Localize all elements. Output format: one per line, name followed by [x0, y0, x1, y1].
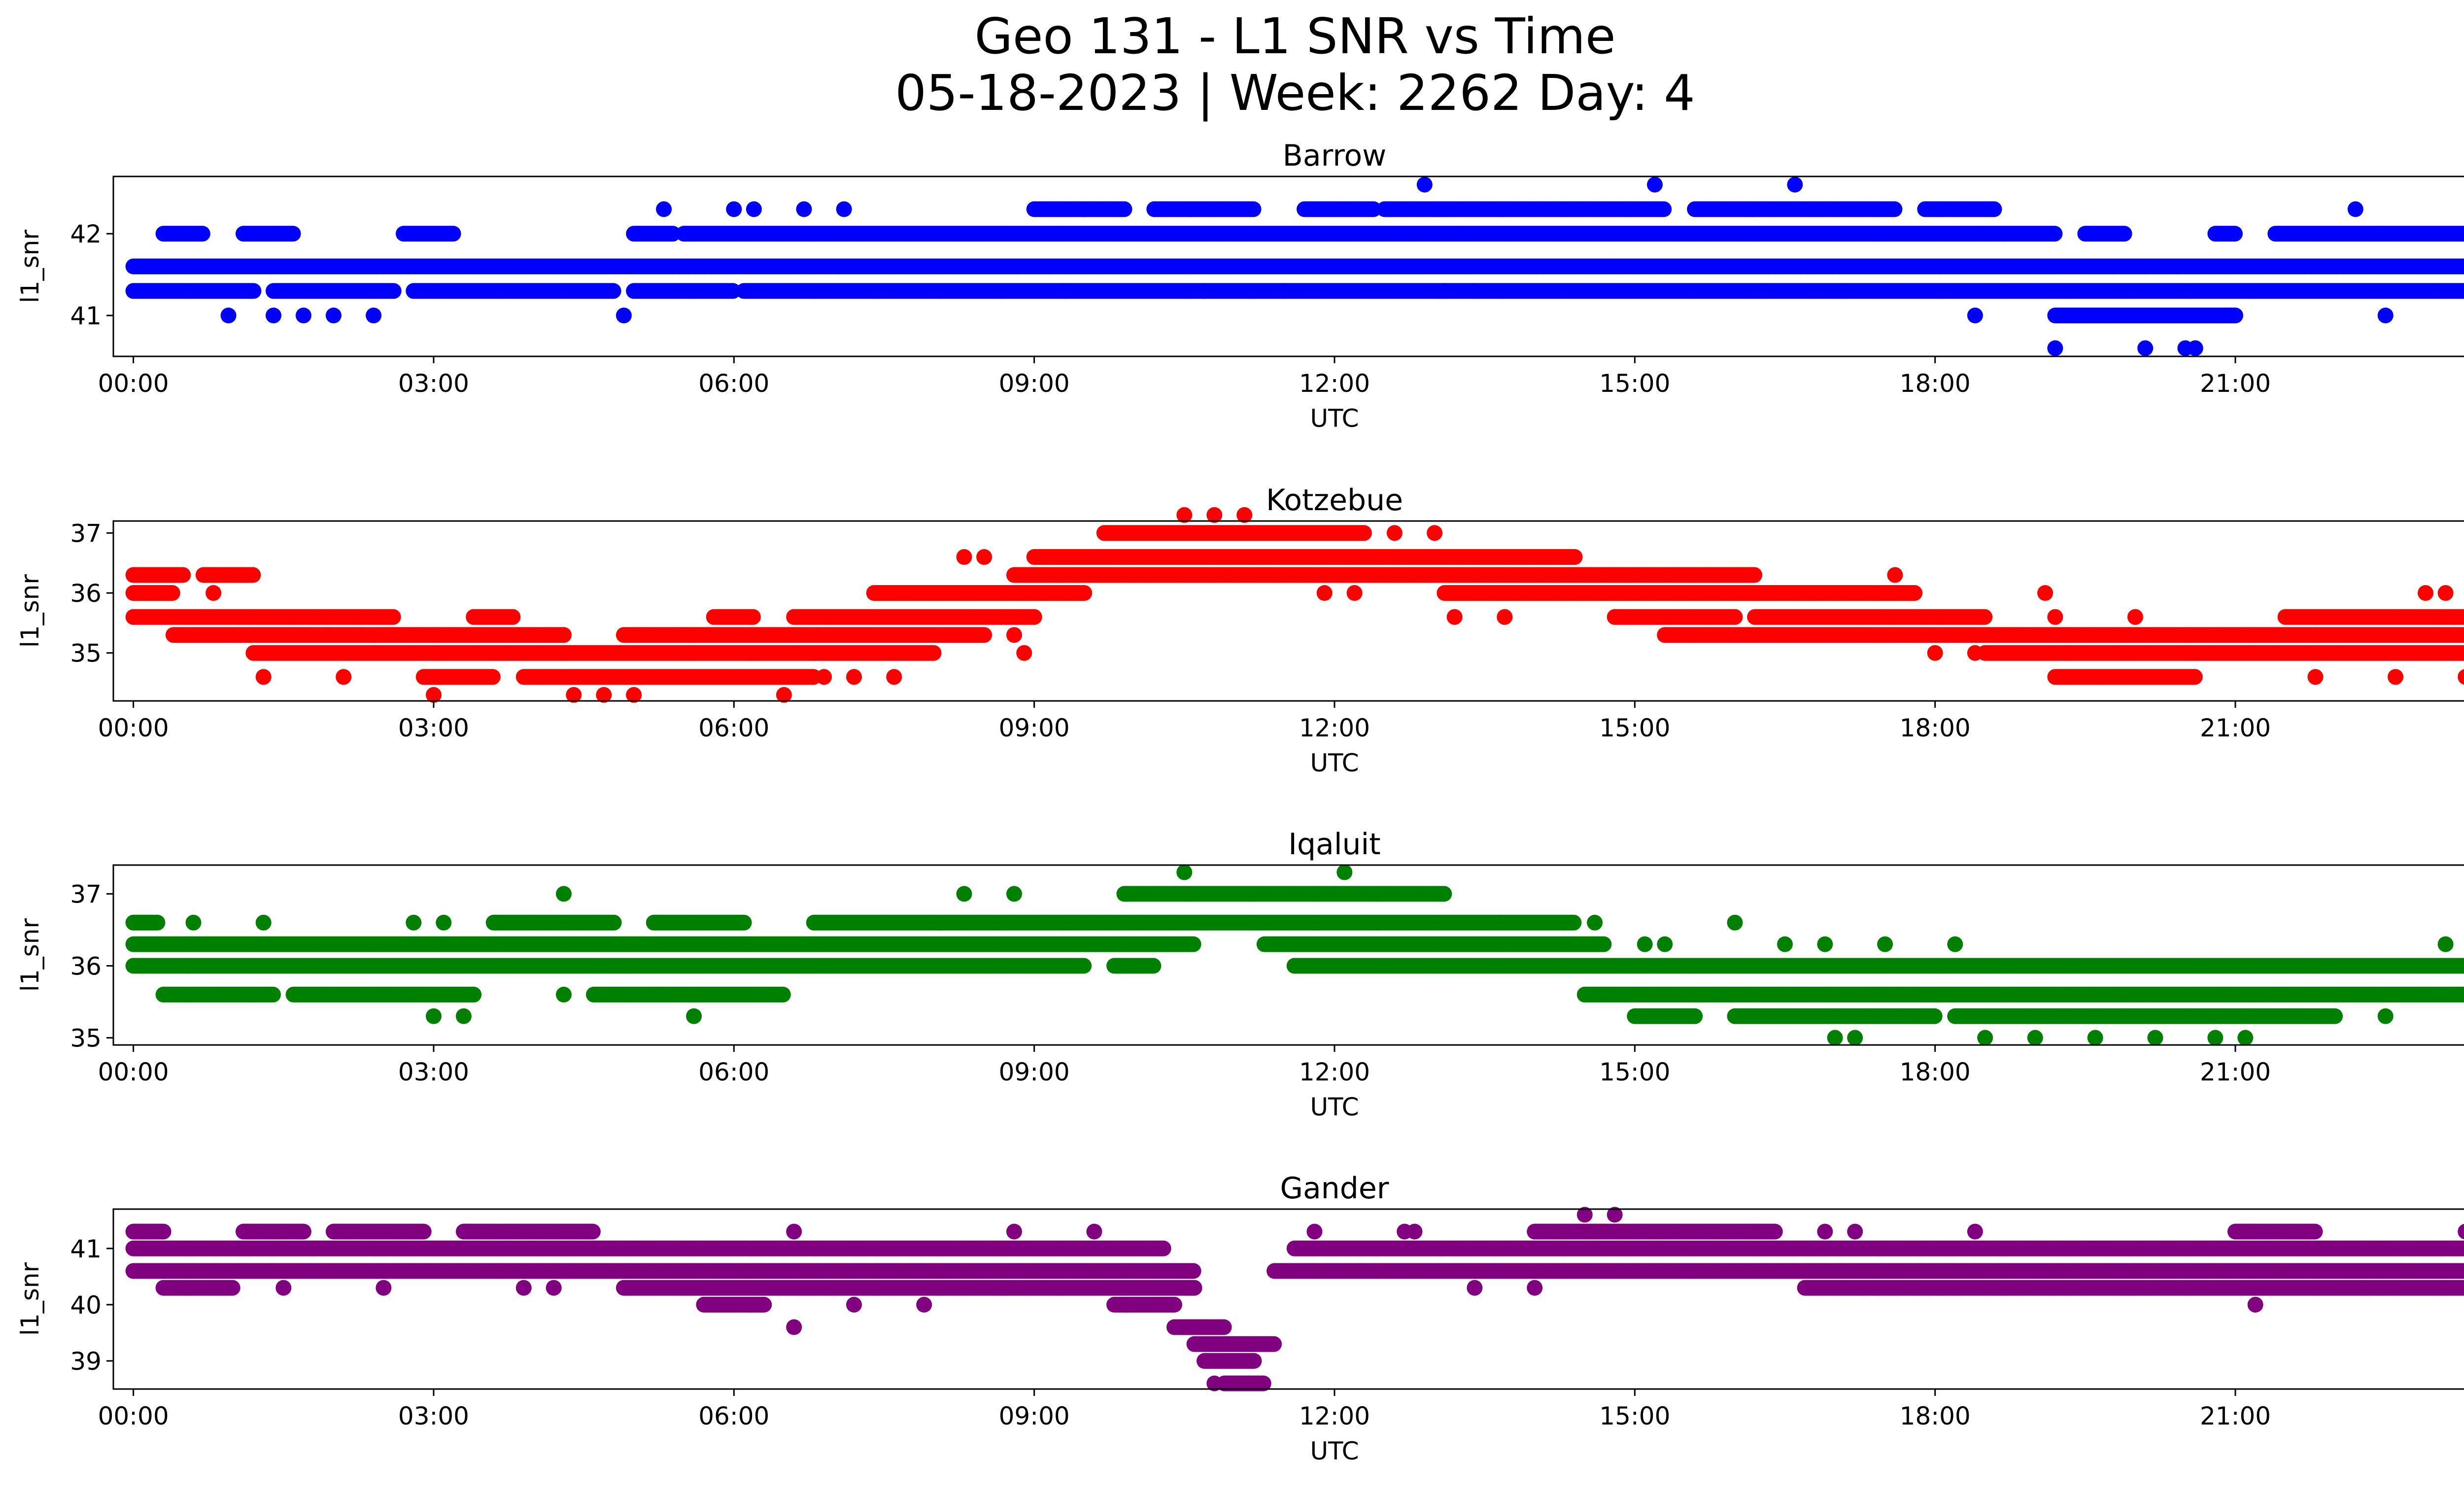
data-point — [2047, 226, 2063, 242]
data-point — [1986, 201, 2002, 217]
data-point — [1245, 201, 1262, 217]
data-point — [385, 283, 402, 299]
data-point — [1116, 201, 1132, 217]
series-points — [125, 176, 2464, 356]
data-point — [725, 283, 741, 299]
data-point — [2227, 226, 2243, 242]
data-point — [245, 283, 262, 299]
panel-title: Barrow — [1283, 139, 1387, 173]
figure-subtitle: 05-18-2023 | Week: 2262 Day: 4 — [895, 64, 1695, 122]
data-point — [445, 226, 461, 242]
data-point — [194, 226, 210, 242]
figure-title: Geo 131 - L1 SNR vs Time — [975, 7, 1616, 65]
data-point — [2116, 226, 2132, 242]
data-point — [285, 226, 301, 242]
data-point — [1656, 201, 1672, 217]
data-point — [1886, 201, 1903, 217]
data-point — [605, 283, 621, 299]
